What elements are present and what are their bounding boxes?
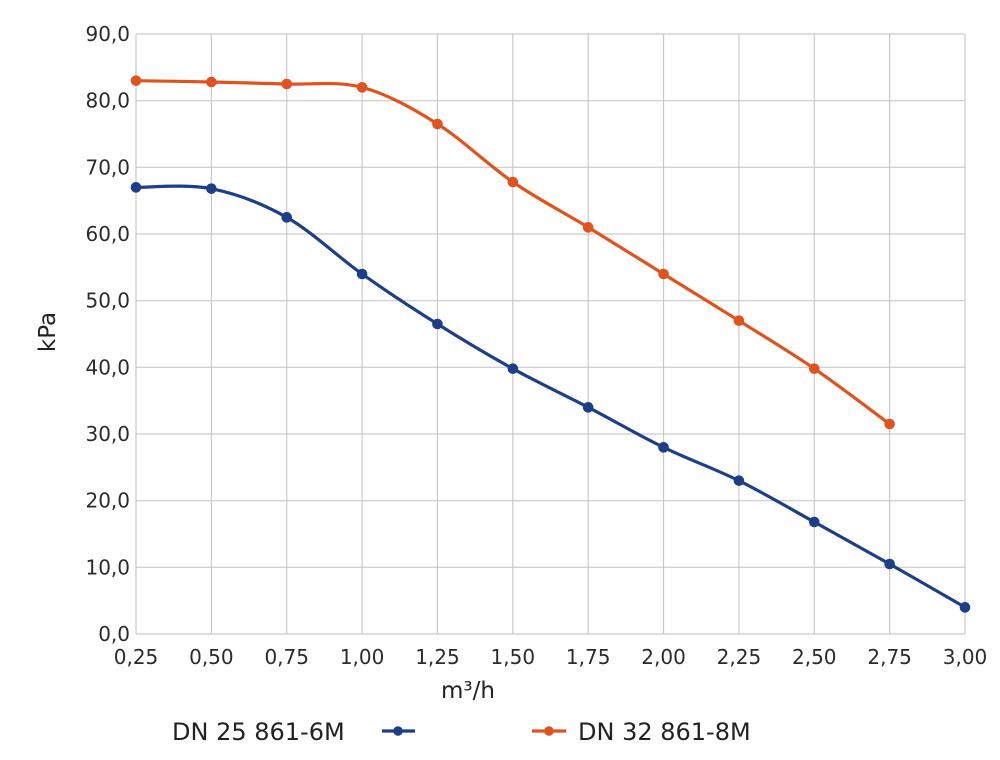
x-tick-label: 2,75 <box>867 645 912 669</box>
legend-marker <box>544 726 554 736</box>
data-point <box>206 76 217 88</box>
data-point <box>733 315 745 326</box>
data-point <box>281 212 293 223</box>
data-point <box>658 268 669 280</box>
x-tick-label: 3,00 <box>943 645 988 669</box>
y-tick-label: 40,0 <box>85 355 130 379</box>
data-point <box>432 118 443 130</box>
data-point <box>507 363 519 374</box>
grid <box>135 33 966 635</box>
legend-marker <box>393 726 403 736</box>
legend-item: DN 32 861-8M <box>532 718 751 746</box>
data-point <box>959 602 971 613</box>
x-tick-labels: 0,25 0,50 0,75 1,00 1,25 1,50 1,75 2,00 2,25 2,50… <box>114 645 988 669</box>
data-point <box>582 222 594 233</box>
data-point <box>130 75 142 86</box>
y-tick-label: 60,0 <box>85 222 130 246</box>
y-tick-label: 10,0 <box>85 555 130 579</box>
x-tick-label: 0,75 <box>264 645 309 669</box>
data-point <box>658 442 669 453</box>
x-axis-title: m³/h <box>441 678 495 704</box>
y-tick-label: 30,0 <box>85 422 130 446</box>
data-point <box>884 418 895 430</box>
y-tick-label: 80,0 <box>85 89 130 113</box>
legend-label: DN 32 861-8M <box>578 718 751 746</box>
data-point <box>356 82 368 93</box>
series-1 <box>130 182 971 613</box>
x-tick-label: 1,00 <box>340 645 385 669</box>
data-point <box>206 183 217 194</box>
x-tick-label: 2,00 <box>641 645 686 669</box>
data-point <box>808 516 820 528</box>
legend: DN 25 861-6M DN 32 861-8M <box>172 718 751 746</box>
data-point <box>130 182 142 193</box>
legend-label: DN 25 861-6M <box>172 718 345 746</box>
data-point <box>733 475 745 486</box>
series-lines <box>130 75 971 613</box>
x-tick-label: 0,50 <box>189 645 234 669</box>
y-tick-label: 90,0 <box>85 22 130 46</box>
x-tick-label: 0,25 <box>114 645 159 669</box>
data-point <box>808 363 820 374</box>
x-tick-label: 1,50 <box>491 645 536 669</box>
x-tick-label: 1,75 <box>566 645 611 669</box>
data-point <box>884 558 895 570</box>
data-point <box>432 318 443 330</box>
y-axis-title: kPa <box>35 312 61 352</box>
data-point <box>281 78 293 90</box>
y-tick-label: 20,0 <box>85 489 130 513</box>
y-tick-label: 70,0 <box>85 155 130 179</box>
x-tick-label: 2,25 <box>717 645 762 669</box>
data-point <box>356 268 368 280</box>
series-2 <box>130 75 895 430</box>
y-tick-labels: 0,0 10,0 20,0 30,0 40,0 50,0 60,0 70,0 80,0 90,0 <box>85 22 130 646</box>
data-point <box>507 176 519 188</box>
x-tick-label: 1,25 <box>415 645 460 669</box>
y-tick-label: 0,0 <box>98 622 130 646</box>
legend-item: DN 25 861-6M <box>172 718 415 746</box>
data-point <box>582 402 594 413</box>
y-tick-label: 50,0 <box>85 289 130 313</box>
series-line <box>134 184 967 609</box>
x-tick-label: 2,50 <box>792 645 837 669</box>
